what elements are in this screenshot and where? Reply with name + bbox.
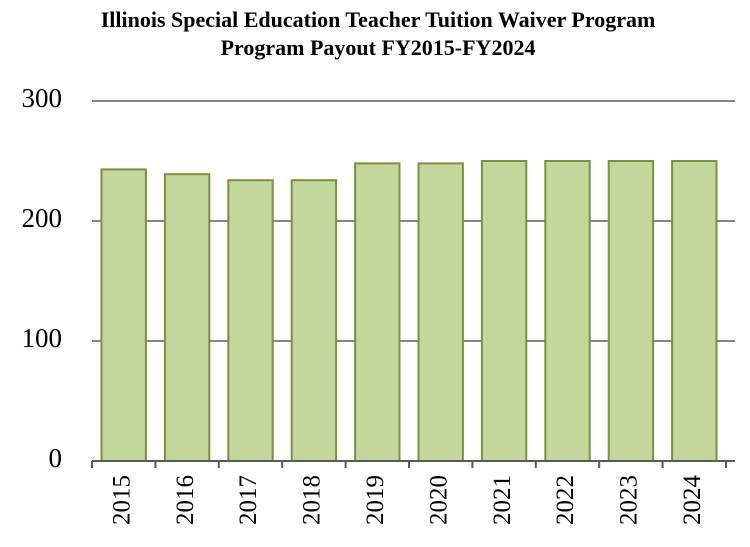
chart-title: Illinois Special Education Teacher Tuiti…	[101, 7, 656, 32]
x-tick-label: 2021	[489, 475, 516, 525]
y-tick-label: 0	[49, 443, 63, 473]
bar	[480, 160, 528, 462]
x-tick-label: 2020	[425, 475, 452, 525]
y-tick-label: 300	[22, 83, 63, 113]
bar	[417, 162, 464, 462]
bar	[227, 179, 274, 462]
y-tick-label: 100	[22, 323, 63, 353]
bar	[100, 168, 147, 462]
x-tick-label: 2015	[108, 475, 135, 525]
bar	[354, 162, 401, 462]
x-tick-label: 2023	[616, 475, 643, 525]
bar	[290, 179, 338, 462]
x-tick-label: 2018	[299, 475, 326, 525]
bar	[607, 160, 655, 462]
bar	[163, 173, 211, 462]
bar	[544, 160, 591, 462]
y-tick-label: 200	[22, 203, 63, 233]
chart-subtitle: Program Payout FY2015-FY2024	[221, 35, 536, 60]
x-tick-label: 2024	[679, 475, 706, 526]
x-tick-label: 2019	[362, 475, 389, 525]
x-tick-label: 2016	[172, 475, 199, 525]
x-tick-label: 2022	[552, 475, 579, 525]
x-tick-label: 2017	[235, 475, 262, 525]
bar	[671, 160, 718, 462]
